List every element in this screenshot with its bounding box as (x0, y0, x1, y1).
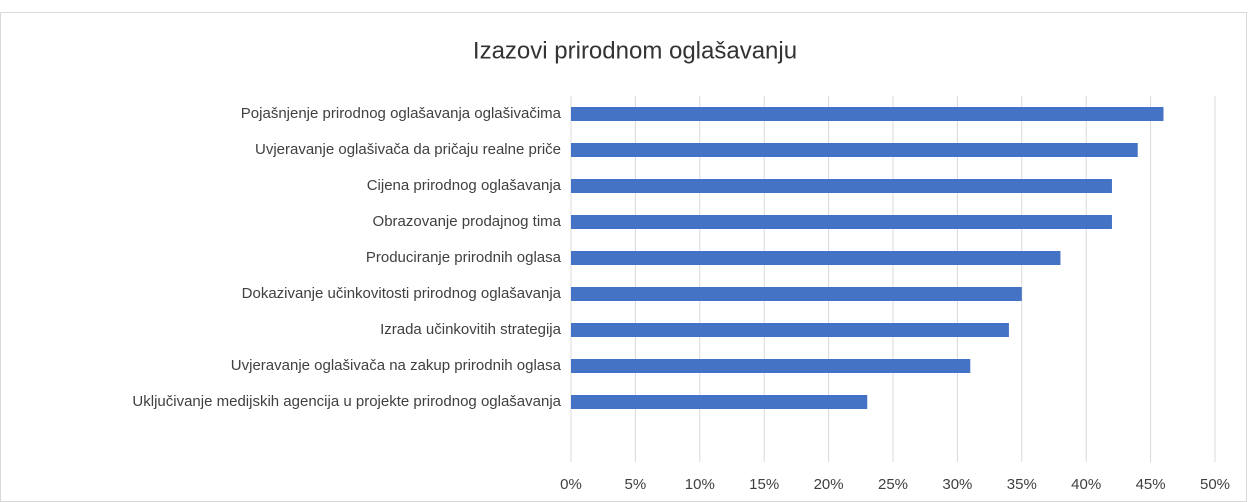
y-tick-label: Produciranje prirodnih oglasa (366, 249, 562, 266)
bar (571, 251, 1061, 265)
x-tick-label: 20% (814, 476, 844, 493)
bar (571, 323, 1009, 337)
y-tick-label: Dokazivanje učinkovitosti prirodnog ogla… (242, 285, 562, 302)
bar (571, 179, 1112, 193)
y-tick-label: Pojašnjenje prirodnog oglašavanja oglaši… (241, 105, 562, 122)
x-tick-label: 45% (1136, 476, 1166, 493)
x-tick-label: 35% (1007, 476, 1037, 493)
x-tick-label: 0% (560, 476, 582, 493)
bar (571, 287, 1022, 301)
x-tick-label: 40% (1071, 476, 1101, 493)
bar (571, 395, 868, 409)
y-tick-label: Obrazovanje prodajnog tima (373, 213, 562, 230)
x-tick-label: 15% (749, 476, 779, 493)
y-tick-label: Izrada učinkovitih strategija (380, 321, 562, 338)
x-tick-label: 25% (878, 476, 908, 493)
chart-title: Izazovi prirodnom oglašavanju (473, 37, 797, 64)
bar (571, 359, 971, 373)
bar (571, 107, 1164, 121)
x-tick-label: 50% (1200, 476, 1230, 493)
y-tick-label: Uvjeravanje oglašivača da pričaju realne… (255, 141, 561, 158)
bar (571, 143, 1138, 157)
y-tick-label: Uključivanje medijskih agencija u projek… (132, 393, 561, 410)
x-tick-label: 5% (625, 476, 647, 493)
y-tick-label: Cijena prirodnog oglašavanja (367, 177, 562, 194)
bar (571, 215, 1112, 229)
x-tick-label: 10% (685, 476, 715, 493)
x-tick-label: 30% (942, 476, 972, 493)
y-tick-label: Uvjeravanje oglašivača na zakup prirodni… (231, 357, 562, 374)
